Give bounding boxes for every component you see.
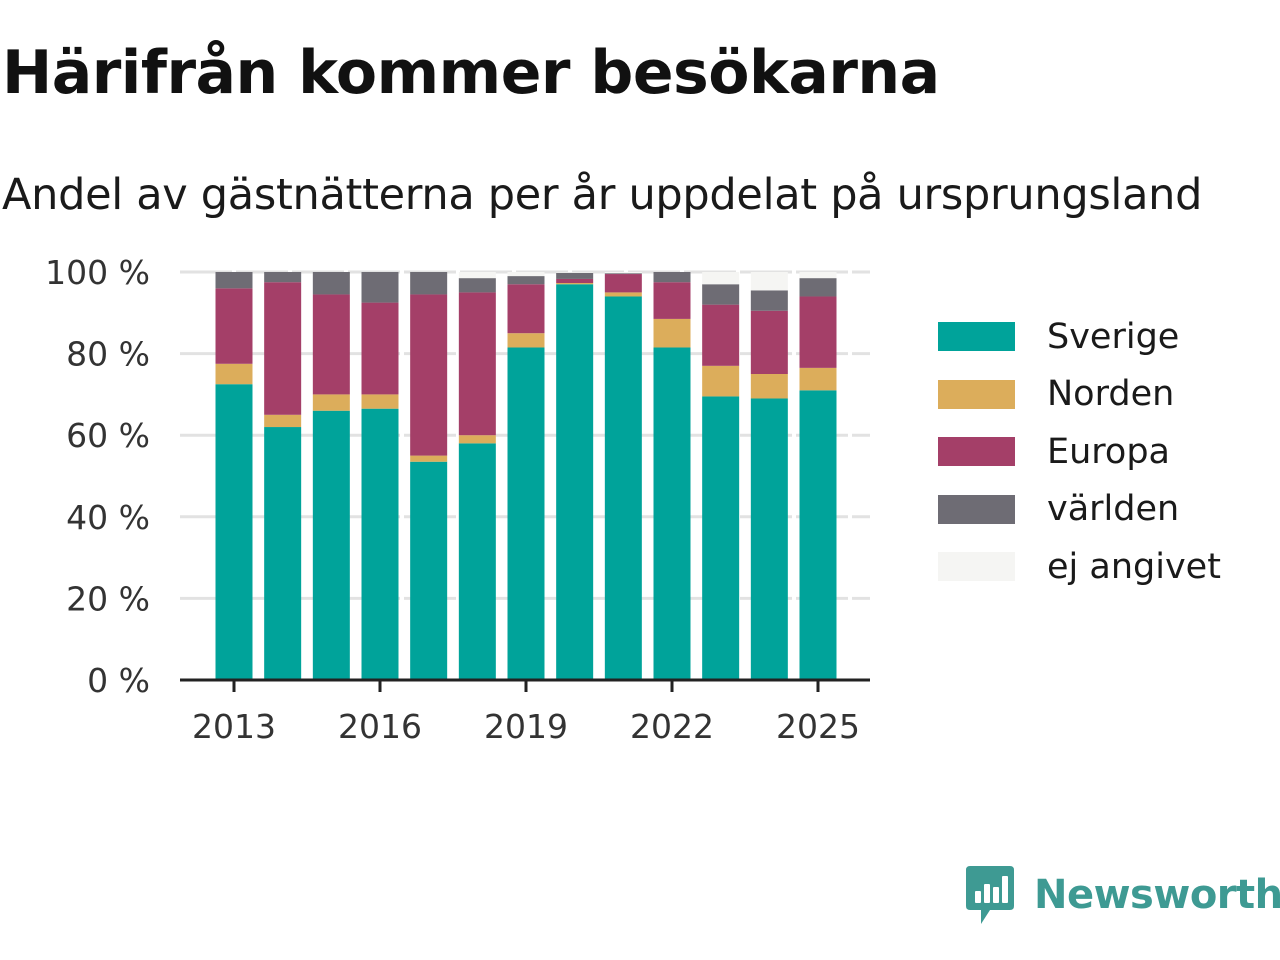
x-tick-label: 2016: [338, 707, 422, 746]
legend-label-europa: Europa: [1047, 431, 1170, 472]
y-tick-label: 60 %: [66, 416, 150, 455]
y-tick-label: 20 %: [66, 579, 150, 618]
bar-v-rlden-2017: [410, 272, 448, 295]
bar-ej-angivet-2020: [556, 272, 594, 273]
bar-europa-2014: [264, 282, 302, 415]
bar-norden-2020: [556, 283, 594, 285]
x-tick-label: 2013: [192, 707, 276, 746]
bar-norden-2019: [507, 333, 545, 348]
bar-sverige-2014: [264, 427, 302, 680]
bar-norden-2015: [312, 394, 350, 411]
bar-norden-2023: [702, 365, 740, 397]
bar-sverige-2021: [604, 296, 642, 680]
bar-norden-2016: [361, 394, 399, 409]
legend-label-ej-angivet: ej angivet: [1047, 546, 1221, 587]
legend-swatch-europa: [938, 437, 1015, 467]
bar-europa-2015: [312, 294, 350, 395]
bar-europa-2020: [556, 278, 594, 284]
legend-swatch-ej-angivet: [938, 552, 1015, 582]
legend-item-ej-angivet: ej angivet: [938, 538, 1221, 596]
bar-europa-2025: [799, 296, 837, 368]
bar-v-rlden-2023: [702, 284, 740, 305]
bar-europa-2021: [604, 274, 642, 293]
bar-sverige-2016: [361, 408, 399, 680]
bar-sverige-2019: [507, 347, 545, 680]
y-tick-label: 80 %: [66, 335, 150, 374]
bar-sverige-2022: [653, 347, 691, 680]
bar-norden-2013: [215, 363, 253, 385]
bar-norden-2021: [604, 292, 642, 297]
x-tick-label: 2025: [776, 707, 860, 746]
x-tick-labels: 2013 2016 2019 2022 2025: [192, 707, 860, 746]
legend-swatch-norden: [938, 379, 1015, 409]
bar-v-rlden-2016: [361, 272, 399, 303]
bar-norden-2024: [750, 374, 788, 399]
bars: [215, 272, 837, 680]
bar-ej-angivet-2018: [458, 272, 496, 279]
bar-sverige-2025: [799, 390, 837, 680]
bar-norden-2017: [410, 455, 448, 462]
legend-item-varlden: världen: [938, 481, 1221, 539]
bar-europa-2019: [507, 284, 545, 334]
bar-sverige-2015: [312, 410, 350, 680]
bar-sverige-2017: [410, 461, 448, 680]
brand-logo: Newsworthy: [964, 864, 1280, 926]
bar-norden-2018: [458, 435, 496, 444]
bar-sverige-2023: [702, 396, 740, 680]
y-tick-label: 40 %: [66, 498, 150, 537]
bar-v-rlden-2024: [750, 290, 788, 311]
bar-v-rlden-2014: [264, 272, 302, 283]
legend-label-varlden: världen: [1047, 489, 1180, 530]
bar-norden-2014: [264, 414, 302, 428]
bar-v-rlden-2025: [799, 278, 837, 297]
legend: Sverige Norden Europa världen ej angivet: [938, 308, 1221, 596]
stacked-bar-chart: 0 % 20 % 40 % 60 % 80 % 100 % 2013 2016 2019 202…: [45, 253, 870, 746]
bar-ej-angivet-2021: [604, 272, 642, 274]
chart-subtitle: Andel av gästnätterna per år uppdelat på…: [2, 170, 1203, 220]
bar-norden-2022: [653, 318, 691, 348]
bar-v-rlden-2019: [507, 276, 545, 285]
y-tick-label: 100 %: [45, 253, 150, 292]
legend-label-norden: Norden: [1047, 374, 1175, 415]
bar-ej-angivet-2024: [750, 272, 788, 291]
y-tick-label: 0 %: [87, 661, 150, 700]
bar-norden-2025: [799, 367, 837, 391]
legend-item-norden: Norden: [938, 366, 1221, 424]
y-tick-labels: 0 % 20 % 40 % 60 % 80 % 100 %: [45, 253, 150, 700]
brand-name: Newsworthy: [1034, 872, 1280, 918]
bar-sverige-2024: [750, 398, 788, 680]
x-tick-label: 2019: [484, 707, 568, 746]
legend-swatch-sverige: [938, 322, 1015, 352]
bar-v-rlden-2015: [312, 272, 350, 295]
newsworthy-logo-icon: [966, 866, 1014, 924]
legend-swatch-varlden: [938, 494, 1015, 524]
bar-v-rlden-2013: [215, 272, 253, 289]
bar-sverige-2020: [556, 284, 594, 680]
legend-label-sverige: Sverige: [1047, 316, 1180, 357]
bar-europa-2024: [750, 310, 788, 374]
bar-europa-2017: [410, 294, 448, 456]
bar-europa-2022: [653, 282, 691, 319]
legend-item-europa: Europa: [938, 423, 1221, 481]
bar-ej-angivet-2019: [507, 272, 545, 277]
bar-europa-2016: [361, 302, 399, 395]
bar-sverige-2013: [215, 384, 253, 680]
bar-ej-angivet-2023: [702, 272, 740, 285]
bar-europa-2013: [215, 288, 253, 364]
bar-europa-2023: [702, 304, 740, 366]
bar-ej-angivet-2025: [799, 272, 837, 279]
x-tick-label: 2022: [630, 707, 714, 746]
chart-title: Härifrån kommer besökarna: [2, 38, 940, 108]
legend-item-sverige: Sverige: [938, 308, 1221, 366]
bar-europa-2018: [458, 292, 496, 436]
bar-sverige-2018: [458, 443, 496, 680]
axes: [180, 678, 870, 692]
bar-v-rlden-2018: [458, 278, 496, 293]
bar-v-rlden-2020: [556, 272, 594, 279]
bar-v-rlden-2022: [653, 272, 691, 283]
bar-v-rlden-2021: [604, 273, 642, 275]
